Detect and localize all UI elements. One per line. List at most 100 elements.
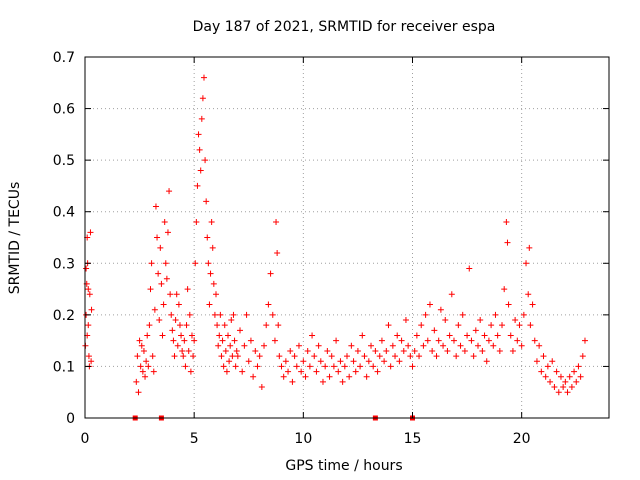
data-point xyxy=(176,322,183,329)
data-point xyxy=(420,342,427,349)
data-point xyxy=(579,353,586,360)
data-point xyxy=(223,368,230,375)
y-tick-label: 0.4 xyxy=(53,205,75,221)
data-point xyxy=(512,317,519,324)
data-point xyxy=(237,327,244,334)
data-point xyxy=(529,301,536,308)
data-point xyxy=(492,311,499,318)
data-point xyxy=(416,353,423,360)
data-point xyxy=(562,378,569,385)
data-point xyxy=(505,301,512,308)
data-point xyxy=(85,353,92,360)
data-point xyxy=(557,373,564,380)
data-point xyxy=(564,389,571,396)
data-point xyxy=(263,322,270,329)
data-point xyxy=(385,322,392,329)
data-point xyxy=(181,337,188,344)
data-point xyxy=(488,322,495,329)
data-point xyxy=(191,337,198,344)
data-point xyxy=(442,317,449,324)
data-point xyxy=(137,363,144,370)
data-point xyxy=(536,342,543,349)
data-points xyxy=(82,74,588,396)
data-point xyxy=(533,358,540,365)
data-point xyxy=(274,249,281,256)
data-point xyxy=(357,363,364,370)
data-point xyxy=(85,286,92,293)
data-point xyxy=(311,353,318,360)
data-point xyxy=(86,291,93,298)
data-point xyxy=(228,317,235,324)
data-point xyxy=(313,368,320,375)
data-point xyxy=(186,311,193,318)
data-point xyxy=(208,219,215,226)
data-point xyxy=(144,332,151,339)
data-point xyxy=(218,353,225,360)
data-point xyxy=(459,311,466,318)
data-point xyxy=(194,182,201,189)
data-point xyxy=(83,265,90,272)
data-point xyxy=(468,337,475,344)
data-point xyxy=(507,332,514,339)
data-point xyxy=(573,378,580,385)
data-point xyxy=(174,342,181,349)
data-point xyxy=(197,167,204,174)
data-point xyxy=(220,363,227,370)
data-point xyxy=(418,322,425,329)
data-point xyxy=(464,332,471,339)
data-point xyxy=(485,337,492,344)
data-point xyxy=(300,358,307,365)
data-point xyxy=(184,286,191,293)
data-point xyxy=(335,368,342,375)
data-point xyxy=(179,347,186,354)
data-point xyxy=(381,358,388,365)
y-tick-label: 0.7 xyxy=(53,50,75,66)
data-point xyxy=(370,363,377,370)
data-point xyxy=(319,378,326,385)
data-point xyxy=(398,337,405,344)
data-point xyxy=(275,322,282,329)
data-point xyxy=(214,322,221,329)
data-point xyxy=(88,306,95,313)
data-point xyxy=(243,311,250,318)
data-point xyxy=(232,363,239,370)
data-point xyxy=(330,363,337,370)
data-point xyxy=(466,265,473,272)
x-axis-label: GPS time / hours xyxy=(285,458,402,474)
data-point xyxy=(411,347,418,354)
data-point xyxy=(324,347,331,354)
x-tick-label: 15 xyxy=(404,431,422,447)
data-point xyxy=(211,311,218,318)
data-point xyxy=(435,337,442,344)
data-point xyxy=(444,347,451,354)
data-point xyxy=(219,337,226,344)
data-point xyxy=(163,275,170,282)
data-point xyxy=(289,378,296,385)
data-point xyxy=(448,291,455,298)
data-point xyxy=(233,347,240,354)
y-tick-label: 0 xyxy=(66,411,75,427)
data-point xyxy=(339,378,346,385)
data-point xyxy=(431,327,438,334)
data-point xyxy=(540,353,547,360)
data-point xyxy=(549,358,556,365)
data-point xyxy=(387,363,394,370)
data-point xyxy=(138,342,145,349)
data-point xyxy=(85,322,92,329)
data-point xyxy=(202,157,209,164)
data-point xyxy=(143,358,150,365)
data-point xyxy=(359,332,366,339)
data-point xyxy=(199,95,206,102)
data-point xyxy=(499,322,506,329)
data-point xyxy=(271,337,278,344)
data-point xyxy=(136,337,143,344)
data-point xyxy=(160,301,167,308)
data-point xyxy=(315,342,322,349)
data-point xyxy=(269,311,276,318)
data-point xyxy=(472,327,479,334)
data-point xyxy=(173,291,180,298)
data-point xyxy=(140,347,147,354)
data-point xyxy=(164,229,171,236)
data-point xyxy=(216,332,223,339)
data-point xyxy=(276,353,283,360)
